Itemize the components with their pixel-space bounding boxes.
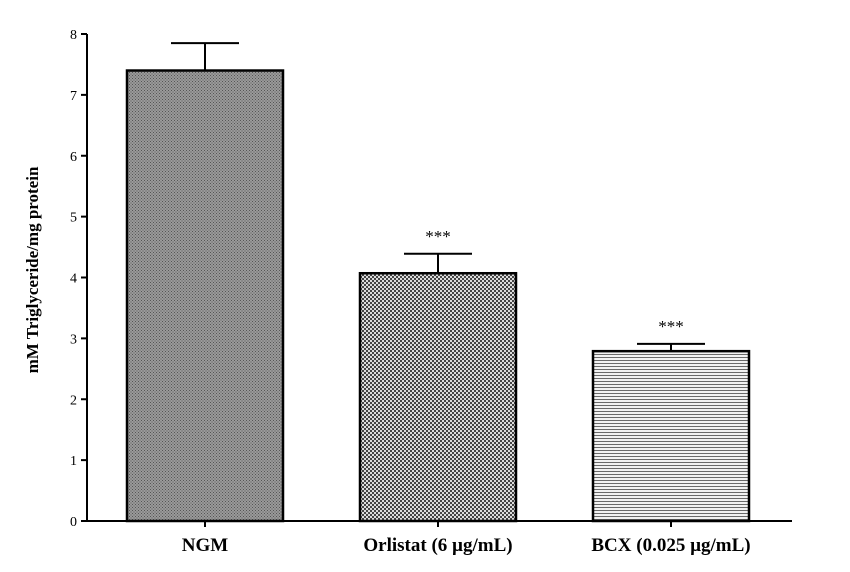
y-tick-label-0: 0 — [70, 515, 77, 530]
y-axis-label: mM Triglyceride/mg protein — [23, 166, 42, 373]
y-tick-label-2: 2 — [70, 393, 77, 408]
x-axis: NGM Orlistat (6 µg/mL) BCX (0.025 µg/mL) — [87, 520, 792, 556]
y-tick-label-6: 6 — [70, 150, 77, 165]
y-tick-label-5: 5 — [70, 211, 77, 226]
y-tick-label-3: 3 — [70, 332, 77, 347]
category-label-2: BCX (0.025 µg/mL) — [591, 535, 750, 556]
category-label-0: NGM — [182, 535, 229, 556]
bar-2 — [591, 349, 751, 523]
bar-0 — [125, 69, 285, 523]
y-tick-label-1: 1 — [70, 454, 77, 469]
category-label-1: Orlistat (6 µg/mL) — [363, 535, 512, 556]
labels-layer: *** *** — [425, 227, 684, 336]
bar-1 — [358, 271, 518, 523]
error-bars-layer — [171, 42, 705, 352]
y-tick-label-7: 7 — [70, 89, 77, 104]
y-tick-label-8: 8 — [70, 28, 77, 43]
significance-label-1: *** — [425, 227, 451, 246]
y-axis: 0 1 2 3 4 5 6 7 8 — [70, 28, 88, 530]
y-tick-label-4: 4 — [70, 272, 77, 287]
bars-layer — [125, 69, 751, 523]
significance-label-2: *** — [658, 317, 684, 336]
